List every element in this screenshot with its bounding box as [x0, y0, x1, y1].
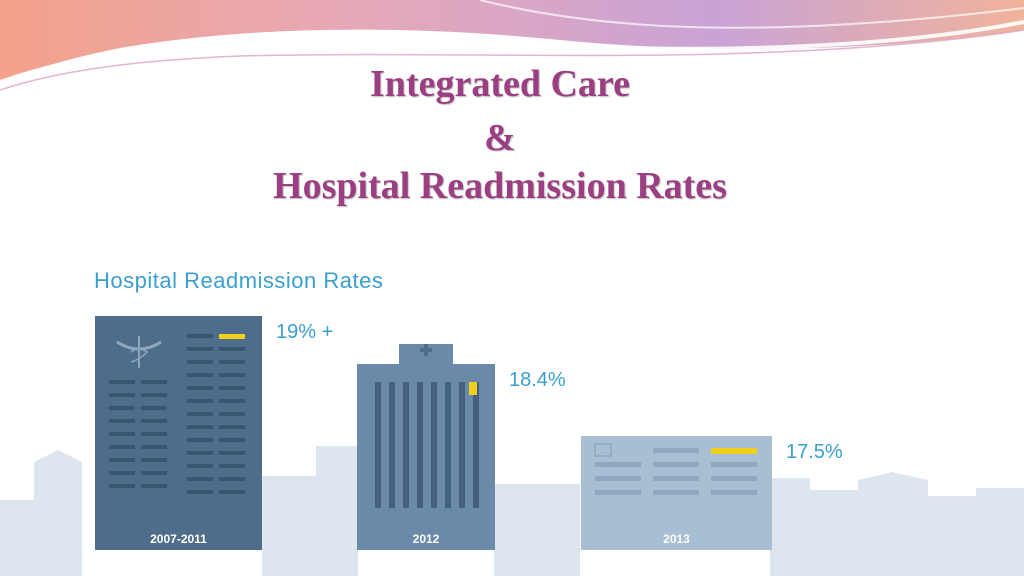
readmission-chart: 2007-2011 19% + 2012 18.4% 2013 17.5% [0, 316, 1024, 576]
value-label: 17.5% [786, 441, 843, 463]
window-pattern [594, 443, 757, 495]
roof-cross-icon [399, 344, 453, 364]
sign-icon [594, 443, 612, 457]
bar-footer [357, 526, 495, 550]
value-label: 18.4% [509, 369, 566, 391]
highlight-window [219, 334, 245, 339]
chart-title: Hospital Readmission Rates [94, 268, 384, 293]
caduceus-icon [116, 336, 162, 368]
slide-title-line-1: Integrated Care [370, 63, 630, 105]
bar-building-2013: 2013 17.5% [581, 436, 843, 550]
highlight-window [469, 382, 477, 395]
category-label: 2007-2011 [150, 532, 207, 546]
slide-title-ampersand: & [484, 117, 516, 159]
highlight-window [711, 448, 757, 454]
slide-title-line-2: Hospital Readmission Rates [273, 165, 727, 207]
value-label: 19% + [276, 321, 333, 343]
category-label: 2013 [663, 532, 690, 546]
category-label: 2012 [413, 532, 440, 546]
bar-footer [95, 526, 262, 550]
window-pattern [109, 334, 245, 494]
bar-building-2007-2011: 2007-2011 19% + [95, 316, 333, 550]
bar-footer [581, 526, 772, 550]
window-pattern [375, 344, 479, 508]
bar-building-2012: 2012 18.4% [357, 344, 566, 550]
skyline-background [0, 446, 1024, 576]
decorative-banner [0, 0, 1024, 91]
